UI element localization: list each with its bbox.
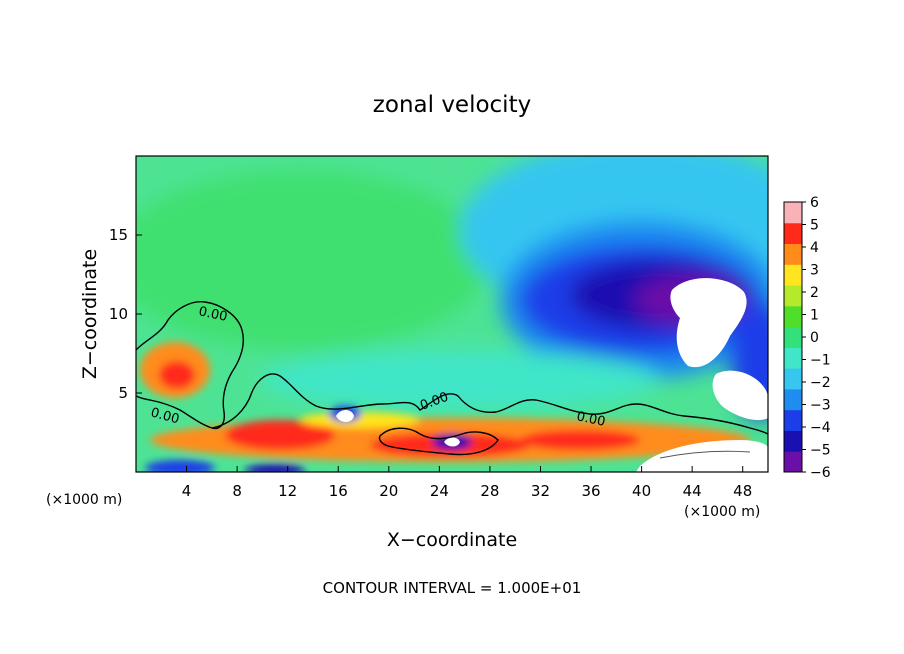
y-tick-label: 10 (109, 305, 128, 323)
colorbar-segment (784, 388, 802, 411)
y-tick-label: 5 (118, 384, 128, 402)
colorbar-segment (784, 430, 802, 452)
colorbar-label: 6 (810, 195, 819, 211)
x-tick-label: 36 (581, 482, 600, 500)
y-axis-ticks: 5 10 15 (109, 226, 142, 402)
x-tick-label: 40 (632, 482, 651, 500)
surface-band-red-3 (520, 430, 640, 450)
x-tick-label: 32 (531, 482, 550, 500)
x-tick-label: 48 (733, 482, 752, 500)
zero-contour-lower-loop (378, 427, 499, 456)
x-tick-label: 28 (480, 482, 499, 500)
x-tick-label: 4 (182, 482, 192, 500)
x-tick-label: 44 (683, 482, 702, 500)
colorbar-label: −5 (810, 443, 831, 459)
left-positive-core (159, 361, 195, 389)
masked-region-lower (712, 370, 768, 421)
colorbar-label: 5 (810, 218, 819, 234)
surface-band-red-1 (225, 420, 335, 450)
colorbar-segment (784, 368, 802, 390)
colorbar-segment (784, 285, 802, 307)
x-tick-label: 20 (379, 482, 398, 500)
colorbar-segment (784, 305, 802, 328)
contour-label-4: 0.00 (575, 409, 606, 430)
x-tick-label: 16 (329, 482, 348, 500)
x-axis-label: X−coordinate (387, 529, 517, 551)
x-unit-left: (×1000 m) (46, 492, 122, 508)
x-axis-ticks: 4 8 12 16 20 24 28 32 36 40 44 48 (182, 466, 752, 500)
colorbar-label: 1 (810, 308, 819, 324)
zero-contour-upper (136, 301, 244, 430)
x-unit-right: (×1000 m) (684, 504, 760, 520)
contour-label-2: 0.00 (149, 405, 181, 427)
y-tick-label: 15 (109, 226, 128, 244)
bottom-mid-blue (245, 464, 305, 472)
colorbar-label: −2 (810, 375, 831, 391)
colorbar-label: 3 (810, 263, 819, 279)
colorbar: 6 5 4 3 2 1 0 −1 −2 −3 −4 −5 −6 (783, 195, 831, 481)
colorbar-label: 0 (810, 330, 819, 346)
x-tick-label: 24 (430, 482, 449, 500)
colorbar-label: 4 (810, 240, 819, 256)
colorbar-segment (784, 243, 802, 265)
colorbar-label: 2 (810, 285, 819, 301)
masked-surface-region (636, 440, 768, 472)
colorbar-segment (784, 222, 802, 245)
surface-white-contour (659, 450, 751, 459)
colorbar-segment (784, 347, 802, 369)
colorbar-segment (784, 264, 802, 286)
lower-cyan-band (260, 350, 660, 410)
colorbar-segment (784, 409, 802, 431)
bottom-left-blue (145, 460, 215, 472)
x-tick-label: 12 (278, 482, 297, 500)
velocity-field: 0.00 0.00 0.00 0.00 (136, 156, 768, 472)
y-axis-label: Z−coordinate (79, 249, 101, 379)
colorbar-segment (784, 451, 802, 473)
colorbar-label: −4 (810, 420, 831, 436)
contour-label-1: 0.00 (197, 304, 228, 325)
colorbar-label: −3 (810, 398, 831, 414)
upper-left-green-region (136, 170, 490, 350)
colorbar-segment (784, 202, 802, 224)
zero-contour-surface (211, 373, 768, 435)
colorbar-segment (784, 326, 802, 348)
chart-title: zonal velocity (373, 92, 531, 118)
colorbar-label: −1 (810, 353, 831, 369)
contour-interval-footer: CONTOUR INTERVAL = 1.000E+01 (323, 579, 582, 597)
masked-blob-small (336, 410, 354, 422)
colorbar-label: −6 (810, 465, 831, 481)
masked-region-upper (670, 278, 747, 368)
masked-blob-small-2 (444, 437, 460, 447)
x-tick-label: 8 (232, 482, 242, 500)
